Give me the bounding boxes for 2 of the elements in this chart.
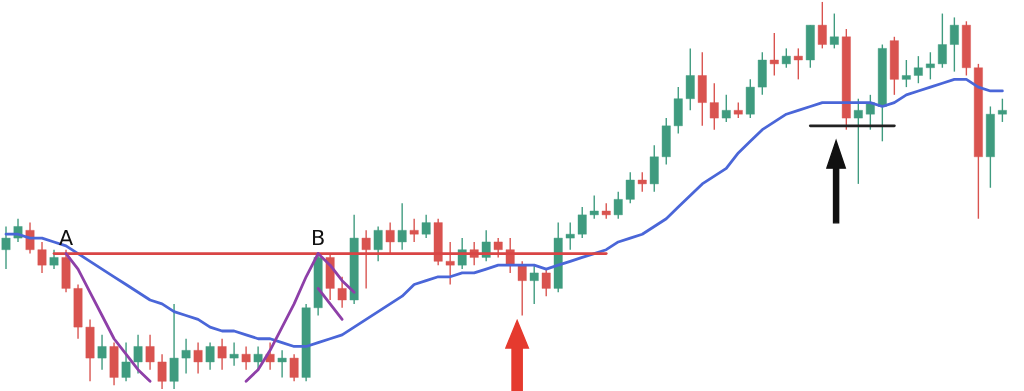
annotation: B — [313, 229, 324, 246]
annotation: A — [59, 229, 73, 246]
